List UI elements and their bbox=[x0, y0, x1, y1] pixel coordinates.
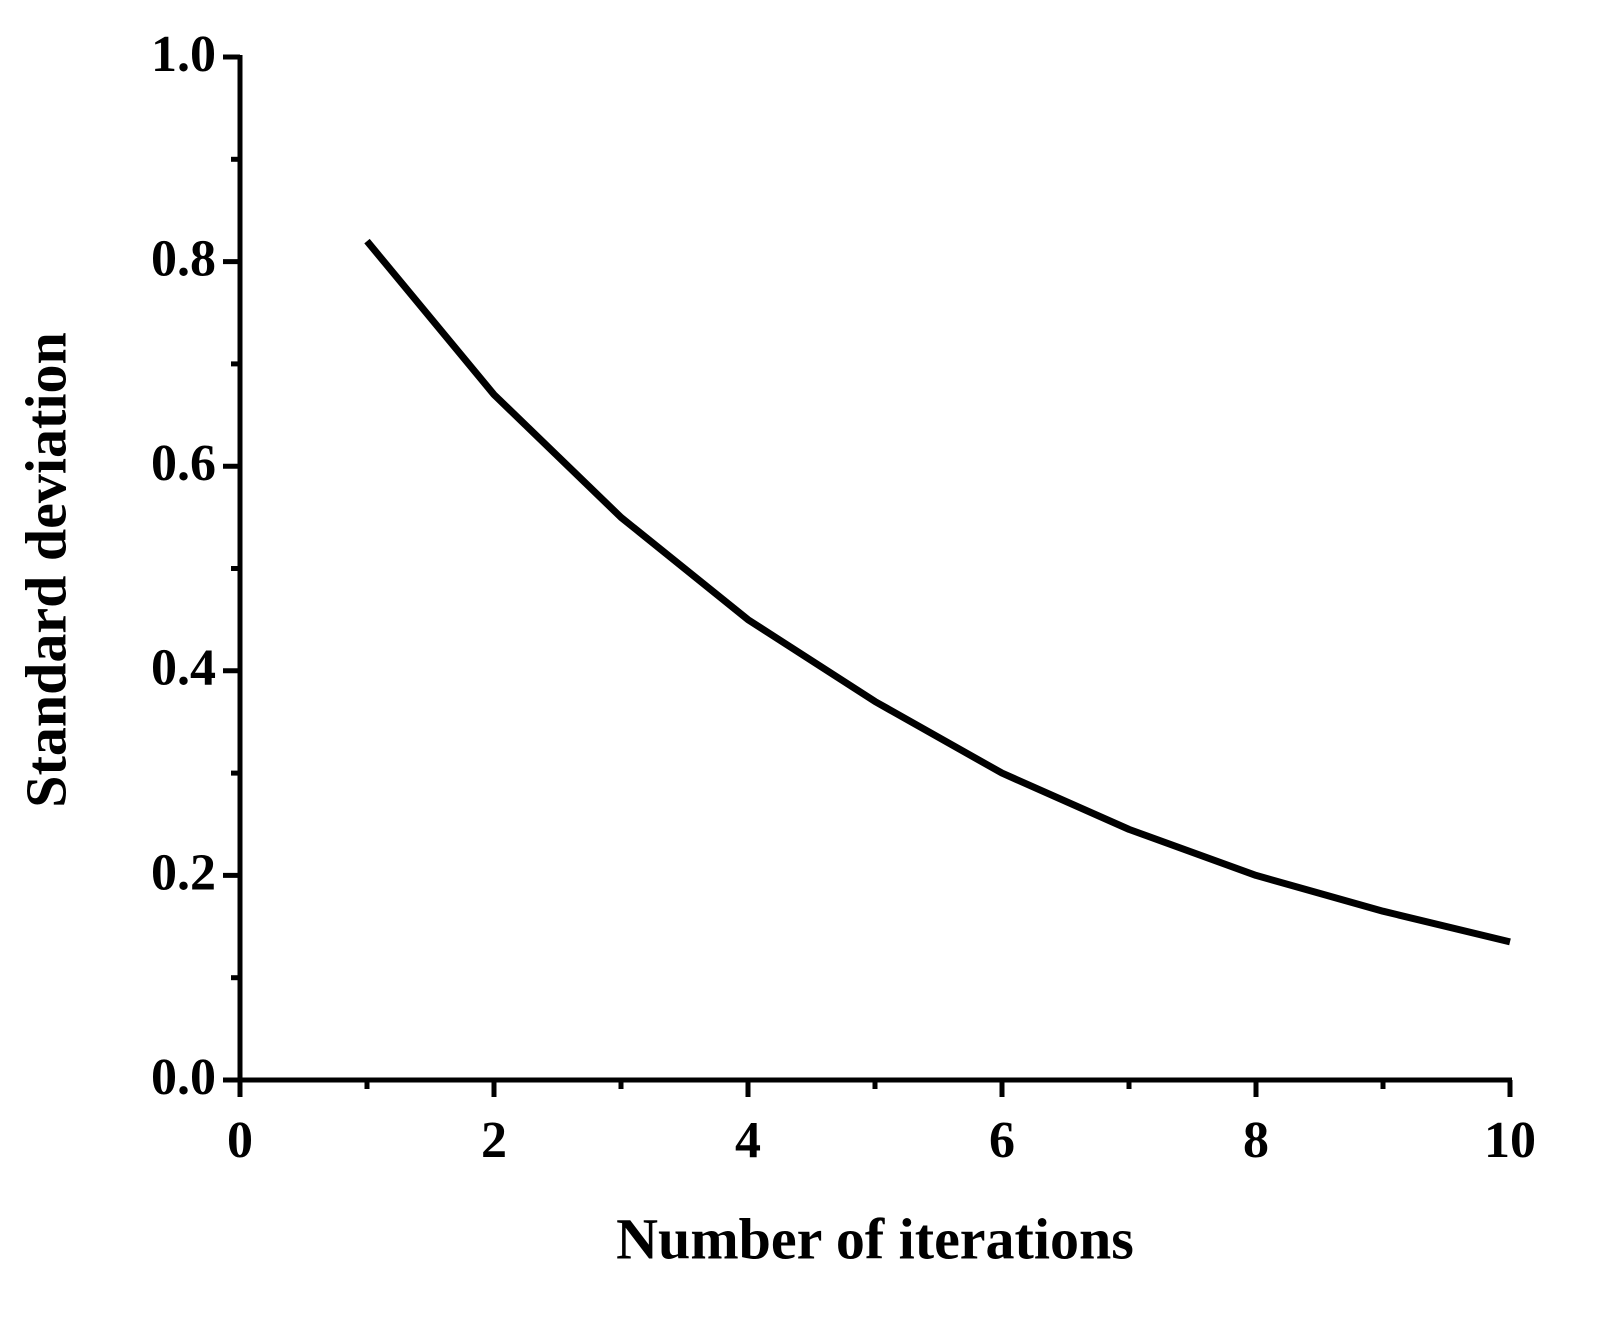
x-tick-label: 0 bbox=[227, 1112, 253, 1169]
x-tick-label: 2 bbox=[481, 1112, 507, 1169]
x-axis-title: Number of iterations bbox=[616, 1206, 1134, 1271]
y-tick-label: 0.2 bbox=[151, 844, 216, 901]
y-tick-label: 0.0 bbox=[151, 1049, 216, 1106]
x-tick-label: 4 bbox=[735, 1112, 761, 1169]
y-tick-label: 0.4 bbox=[151, 640, 216, 697]
y-axis-title: Standard deviation bbox=[13, 332, 78, 807]
y-tick-label: 0.8 bbox=[151, 231, 216, 288]
x-tick-label: 8 bbox=[1243, 1112, 1269, 1169]
line bbox=[364, 238, 1511, 946]
y-tick-label: 0.6 bbox=[151, 435, 216, 492]
x-tick-label: 10 bbox=[1484, 1112, 1536, 1169]
y-tick-label: 1.0 bbox=[151, 26, 216, 83]
x-tick-label: 6 bbox=[989, 1112, 1015, 1169]
